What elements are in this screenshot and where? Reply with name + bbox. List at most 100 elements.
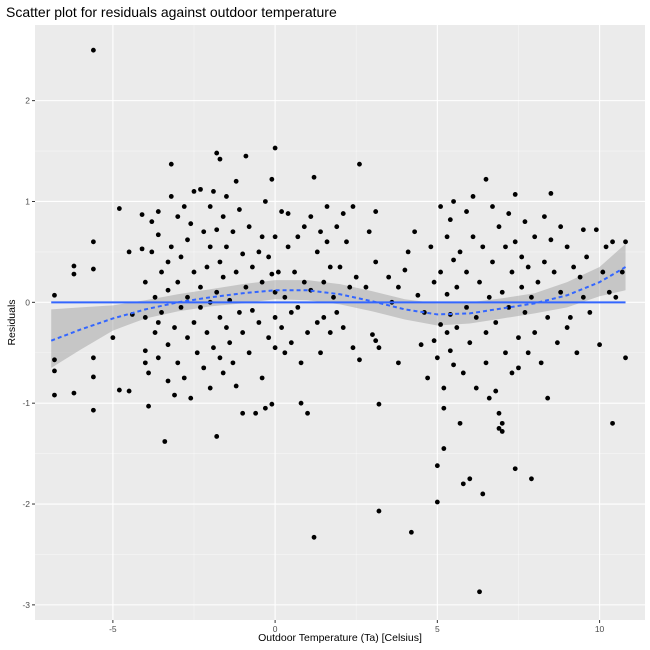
plot-panel (35, 25, 645, 620)
data-point (71, 271, 77, 277)
data-point (285, 211, 291, 216)
x-tick-label: 5 (435, 624, 440, 634)
data-point (172, 392, 177, 398)
data-point (279, 325, 284, 330)
data-point (577, 274, 583, 280)
data-point (425, 375, 431, 381)
data-point (357, 161, 362, 167)
data-point (318, 229, 323, 235)
data-point (386, 274, 392, 280)
data-point (272, 315, 278, 320)
data-point (473, 385, 479, 391)
data-point (91, 266, 96, 272)
data-point (142, 279, 148, 285)
data-point (525, 350, 531, 356)
data-point (496, 410, 502, 416)
data-point (580, 227, 586, 233)
data-point (415, 292, 421, 298)
data-point (224, 325, 229, 330)
data-point (217, 156, 223, 162)
x-tick-label: 0 (273, 624, 278, 634)
data-point (191, 269, 197, 275)
data-point (224, 194, 229, 199)
data-point (350, 204, 356, 209)
data-point (483, 176, 489, 182)
data-point (259, 279, 265, 285)
data-point (155, 320, 161, 325)
data-point (52, 357, 57, 363)
data-point (444, 291, 450, 297)
data-point (545, 395, 551, 401)
y-axis-title: Residuals (6, 299, 18, 345)
data-point (480, 491, 486, 497)
data-point (146, 403, 151, 409)
data-point (165, 259, 171, 265)
data-point (464, 209, 469, 214)
data-point (249, 308, 255, 313)
data-point (486, 395, 492, 401)
data-point (438, 204, 443, 209)
data-point (564, 244, 570, 250)
data-point (233, 383, 239, 389)
data-point (243, 284, 249, 290)
data-point (185, 237, 190, 243)
data-point (464, 269, 469, 275)
data-point (194, 350, 200, 356)
data-point (240, 330, 246, 335)
data-point (493, 388, 499, 394)
data-point (217, 355, 223, 361)
data-point (470, 234, 476, 240)
data-point (237, 207, 242, 212)
data-point (146, 370, 151, 376)
data-point (503, 244, 508, 250)
data-point (396, 284, 401, 290)
data-point (554, 340, 560, 346)
data-point (512, 192, 518, 197)
data-point (220, 274, 226, 280)
data-point (175, 360, 181, 366)
data-point (217, 259, 223, 265)
data-point (240, 410, 246, 416)
data-point (142, 315, 148, 320)
data-point (340, 211, 346, 216)
data-point (451, 257, 456, 263)
data-point (272, 145, 278, 151)
data-point (418, 342, 424, 348)
data-point (434, 499, 440, 505)
data-point (353, 274, 359, 280)
data-point (337, 264, 343, 270)
data-point (512, 239, 518, 245)
data-point (470, 194, 476, 199)
data-point (373, 259, 379, 265)
data-point (178, 304, 184, 310)
data-point (496, 224, 502, 230)
data-point (444, 234, 450, 240)
data-point (295, 304, 301, 310)
data-point (402, 267, 408, 273)
data-point (503, 350, 508, 356)
data-point (298, 360, 304, 366)
data-point (198, 284, 203, 290)
data-point (207, 204, 213, 209)
data-point (324, 204, 330, 209)
data-point (201, 365, 207, 371)
data-point (139, 212, 145, 217)
data-point (305, 410, 310, 416)
data-point (155, 355, 161, 361)
data-point (91, 239, 96, 245)
data-point (259, 234, 265, 240)
data-point (321, 279, 327, 285)
data-point (285, 244, 291, 250)
data-point (116, 206, 122, 211)
data-point (454, 325, 460, 330)
data-point (558, 289, 564, 295)
data-point (473, 315, 479, 320)
data-point (490, 259, 495, 265)
data-point (321, 315, 327, 320)
data-point (499, 429, 505, 434)
data-point (522, 219, 528, 225)
data-point (603, 244, 609, 250)
y-tick-label: -2 (22, 499, 30, 509)
data-point (496, 425, 502, 431)
data-point (519, 254, 525, 260)
